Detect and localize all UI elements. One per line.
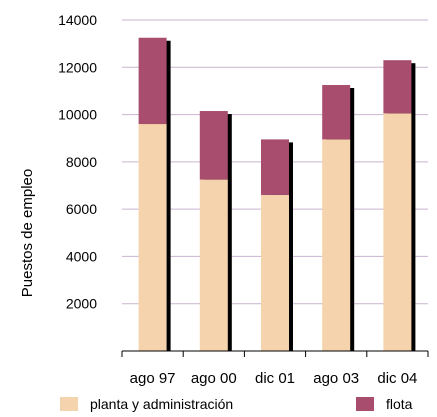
x-tick-label: ago 00 (191, 370, 237, 387)
legend-item-flota: flota (356, 396, 412, 412)
bar-planta (199, 179, 228, 351)
bar-flota (261, 139, 289, 195)
bar-planta (138, 124, 167, 352)
y-tick-label: 10000 (58, 107, 97, 123)
legend-label-planta: planta y administración (90, 396, 234, 412)
y-tick-label: 14000 (58, 12, 97, 28)
legend: planta y administración flota (0, 390, 437, 417)
bar-planta (322, 139, 351, 351)
bar-flota (199, 111, 228, 180)
y-tick-label: 12000 (58, 59, 97, 75)
bar-flota (322, 85, 351, 140)
y-tick-label: 6000 (66, 201, 97, 217)
bar-planta (261, 194, 289, 351)
bar-flota (383, 60, 412, 114)
legend-swatch-flota (356, 397, 374, 411)
x-tick-label: dic 01 (255, 370, 295, 387)
x-tick-label: ago 03 (313, 370, 359, 387)
bar-flota (138, 37, 167, 125)
bar-chart: 2000 4000 6000 8000 10000 12000 14000 ago 97 ago… (19, 12, 429, 387)
y-axis-title: Puestos de empleo (19, 169, 36, 297)
y-tick-label: 8000 (66, 154, 97, 170)
bar-planta (383, 113, 412, 351)
legend-swatch-planta (60, 397, 78, 411)
x-tick-label: ago 97 (130, 370, 176, 387)
y-tick-label: 2000 (66, 296, 97, 312)
axes: 2000 4000 6000 8000 10000 12000 14000 ago 97 ago… (58, 12, 429, 387)
y-tick-label: 4000 (66, 248, 97, 264)
x-tick-label: dic 04 (377, 370, 417, 387)
legend-item-planta: planta y administración (60, 396, 233, 412)
legend-label-flota: flota (386, 396, 413, 412)
bars (138, 37, 412, 352)
